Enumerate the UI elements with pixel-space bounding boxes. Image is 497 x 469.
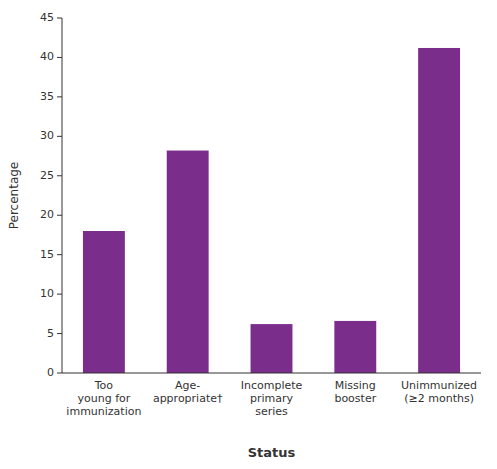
tick-label: 20 xyxy=(40,208,54,221)
bar xyxy=(167,151,209,373)
tick-mark xyxy=(57,215,62,216)
tick-mark xyxy=(57,18,62,19)
tick-label: Missingbooster xyxy=(334,379,376,405)
tick-label: 45 xyxy=(40,11,54,24)
tick-label: Tooyoung forimmunization xyxy=(66,379,141,418)
tick-label: 10 xyxy=(40,287,54,300)
bar xyxy=(418,48,460,373)
bars xyxy=(83,48,460,373)
tick-label: Unimmunized(≥2 months) xyxy=(401,379,477,405)
axis-line xyxy=(62,373,481,374)
y-axis: 0 5 10 15 20 25 30 35 40 45 xyxy=(40,11,62,379)
tick-mark xyxy=(57,175,62,176)
axis-title: Percentage xyxy=(7,162,21,230)
tick-mark xyxy=(57,333,62,334)
tick-mark xyxy=(57,373,62,374)
axis-title: Status xyxy=(248,445,296,460)
axis-line xyxy=(62,18,63,373)
tick-mark xyxy=(57,57,62,58)
bar xyxy=(251,324,293,373)
tick-label: Incompleteprimaryseries xyxy=(241,379,303,418)
tick-label: 15 xyxy=(40,248,54,261)
tick-label: Age-appropriate† xyxy=(153,379,223,405)
tick-label: 25 xyxy=(40,169,54,182)
tick-label: 0 xyxy=(47,366,54,379)
tick-mark xyxy=(57,96,62,97)
tick-mark xyxy=(57,294,62,295)
bar xyxy=(83,231,125,373)
chart-container: 0 5 10 15 20 25 30 35 40 45 Tooyoung forimmunizati… xyxy=(0,0,497,469)
tick-label: 35 xyxy=(40,90,54,103)
chart: 0 5 10 15 20 25 30 35 40 45 Tooyoung forimmunizati… xyxy=(0,0,497,469)
x-axis: Tooyoung forimmunization Age-appropriate†… xyxy=(62,373,481,418)
tick-mark xyxy=(57,136,62,137)
bar xyxy=(334,321,376,373)
tick-mark xyxy=(57,254,62,255)
tick-label: 40 xyxy=(40,50,54,63)
tick-label: 30 xyxy=(40,129,54,142)
tick-label: 5 xyxy=(47,327,54,340)
